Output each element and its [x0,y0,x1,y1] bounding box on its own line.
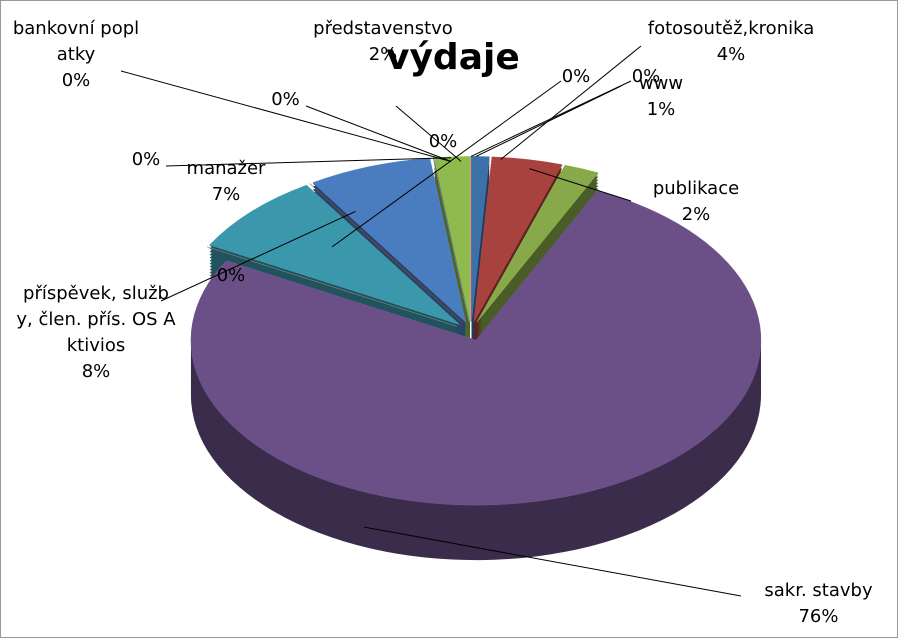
data-label: 0% [126,147,166,173]
value-label: 0% [131,149,161,170]
data-label: manažer 7% [171,156,281,208]
value-label: 0% [631,66,661,87]
value-label: 2% [368,44,398,65]
data-label: představenstvo 2% [299,16,467,68]
data-label: 0% [263,87,308,113]
value-label: 8% [81,361,111,382]
value-label: 7% [211,184,241,205]
leader-line [331,80,562,248]
category-label: fotosoutěž,kronika [647,18,815,39]
slice [190,190,762,506]
category-label: www [638,73,684,94]
data-label: sakr. stavby 76% [736,578,897,630]
category-label: bankovní poplatky [12,18,140,65]
slice-side [309,187,463,327]
value-label: 0% [216,265,246,286]
leader-line [395,105,462,162]
value-label: 4% [716,44,746,65]
value-label: 0% [61,70,91,91]
chart-title: výdaje [386,37,520,78]
value-label: 0% [561,66,591,87]
value-label: 0% [271,89,300,110]
value-label: 0% [428,131,458,152]
category-label: sakr. stavby [764,580,873,601]
category-label: příspěvek, služby, člen. přís. OS Aktivi… [16,283,176,356]
data-label: fotosoutěž,kronika 4% [641,16,821,68]
category-label: představenstvo [313,18,453,39]
category-label: publikace [652,178,740,199]
leader-line [165,157,452,167]
category-label: manažer [186,158,266,179]
leader-line [529,168,632,202]
leader-line [120,70,452,162]
leader-line [363,526,742,597]
slice [473,156,563,322]
slice [476,164,599,323]
value-label: 2% [681,204,711,225]
leader-line [305,105,452,162]
slice-side [433,161,469,326]
data-label: příspěvek, služby, člen. přís. OS Aktivi… [16,281,176,385]
data-label: www 1% [611,71,711,123]
data-label: 0% [626,64,666,90]
data-label: 0% [423,129,463,155]
slice-side [433,167,469,332]
data-label: 0% [556,64,596,90]
leader-line [160,211,356,302]
leader-line [500,45,642,160]
slice [433,156,471,322]
slice [433,157,470,322]
data-label: 0% [206,263,256,289]
slice [209,184,460,325]
slice-side [309,184,463,324]
data-label: bankovní poplatky 0% [11,16,141,94]
leader-line [470,80,632,157]
value-label: 76% [798,606,839,627]
slice [207,246,458,327]
data-label: publikace 2% [631,176,761,228]
slice-side [433,164,469,329]
slice-side [433,170,469,335]
value-label: 1% [646,99,676,120]
